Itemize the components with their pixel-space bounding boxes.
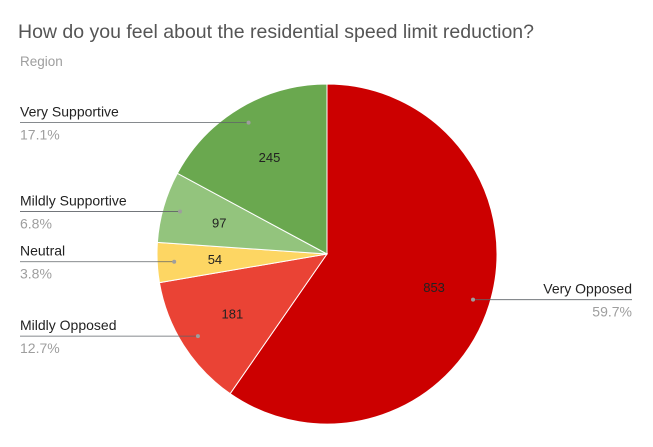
chart-title: How do you feel about the residential sp… [18, 21, 534, 43]
leader-marker-mildly-opposed [195, 334, 200, 339]
slice-percent-mildly-supportive: 6.8% [20, 216, 52, 232]
slice-percent-neutral: 3.8% [20, 266, 52, 282]
value-label-neutral: 54 [208, 252, 222, 267]
slice-percent-very-opposed: 59.7% [592, 304, 632, 320]
chart-subtitle: Region [20, 54, 63, 69]
slice-label-neutral: Neutral [20, 243, 65, 259]
slice-label-very-opposed: Very Opposed [543, 281, 632, 297]
value-label-very-opposed: 853 [423, 280, 445, 295]
value-label-mildly-opposed: 181 [221, 307, 243, 322]
leader-marker-mildly-supportive [178, 209, 183, 214]
pie-slice-very-supportive [176, 83, 328, 255]
leader-marker-very-opposed [471, 297, 476, 302]
pie-slice-very-opposed [229, 83, 498, 425]
slice-label-mildly-opposed: Mildly Opposed [20, 317, 117, 333]
slice-label-mildly-supportive: Mildly Supportive [20, 193, 127, 209]
pie-slice-mildly-opposed [158, 253, 329, 395]
value-label-very-supportive: 245 [259, 150, 281, 165]
value-label-mildly-supportive: 97 [212, 215, 226, 230]
slice-percent-very-supportive: 17.1% [20, 127, 60, 143]
leader-marker-neutral [172, 259, 177, 264]
leader-marker-very-supportive [246, 120, 251, 125]
slice-percent-mildly-opposed: 12.7% [20, 340, 60, 356]
slice-label-very-supportive: Very Supportive [20, 104, 119, 120]
